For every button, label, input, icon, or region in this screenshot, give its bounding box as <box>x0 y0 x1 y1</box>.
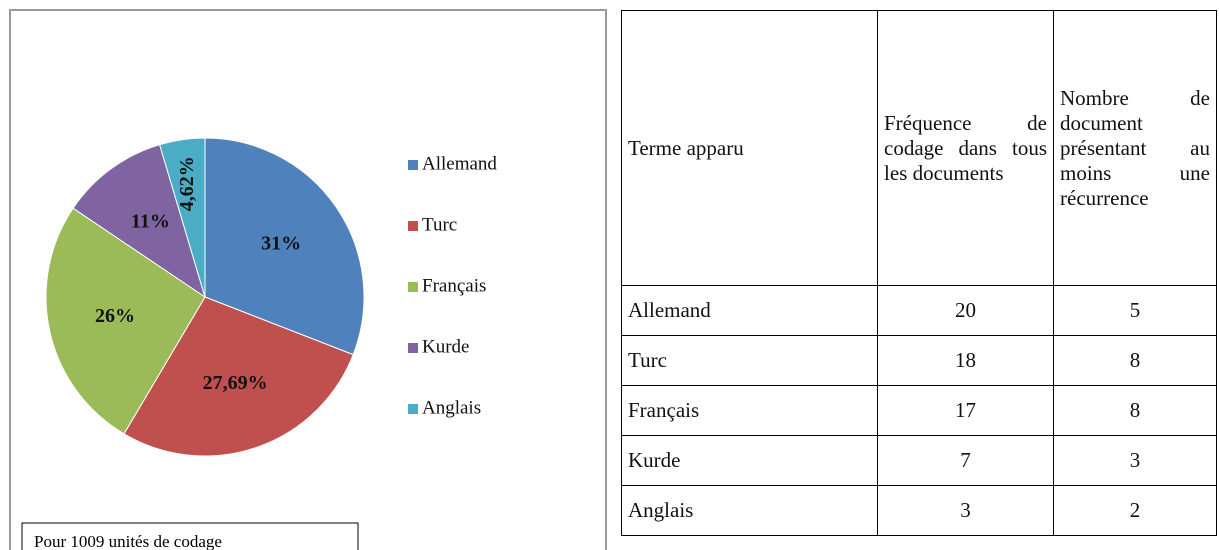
table-cell: 7 <box>877 435 1054 486</box>
legend-swatch <box>408 221 418 231</box>
pie-slice <box>204 137 365 356</box>
chart: Pour 1009 unités de codage 31% 27,69% 26% 1… <box>9 9 607 550</box>
legend-swatch <box>408 282 418 292</box>
data-label: 26% <box>95 305 135 327</box>
table-cell: 3 <box>877 485 1054 536</box>
legend-label: Français <box>422 275 486 296</box>
table-cell: 2 <box>1053 485 1217 536</box>
header-cell: Nombre de document présentant au moins u… <box>1053 10 1217 286</box>
table-row: Turc 18 8 <box>621 335 1217 386</box>
legend-label: Turc <box>422 214 457 235</box>
data-label: 4,62% <box>176 156 198 211</box>
pie-slice <box>159 137 206 298</box>
legend-label: Anglais <box>422 397 481 418</box>
table-cell: Kurde <box>621 435 878 486</box>
table-cell: 8 <box>1053 335 1217 386</box>
table-cell: 8 <box>1053 385 1217 436</box>
table-cell: 17 <box>877 385 1054 436</box>
table-cell: 3 <box>1053 435 1217 486</box>
header-row: Terme apparu Fréquence de codage dans to… <box>621 10 1217 286</box>
table-cell: Français <box>621 385 878 436</box>
note-box <box>21 522 359 550</box>
pie-slice <box>123 296 354 457</box>
pie-slice <box>45 207 206 435</box>
legend-swatch <box>408 160 418 170</box>
table-cell: Turc <box>621 335 878 386</box>
table: Terme apparu Fréquence de codage dans to… <box>621 10 1217 536</box>
legend-swatch <box>408 404 418 414</box>
legend-label: Allemand <box>422 153 497 174</box>
data-label: 31% <box>261 233 301 255</box>
legend-label: Kurde <box>422 336 469 357</box>
table-cell: Allemand <box>621 285 878 336</box>
legend-swatch <box>408 343 418 353</box>
table-row: Allemand 20 5 <box>621 285 1217 336</box>
pie-slice <box>72 143 206 299</box>
table-cell: Anglais <box>621 485 878 536</box>
data-label: 11% <box>131 210 170 232</box>
table-row: Kurde 7 3 <box>621 435 1217 486</box>
header-cell: Fréquence de codage dans tous les docume… <box>877 10 1054 286</box>
note: Pour 1009 unités de codage <box>34 532 222 550</box>
table-row: Français 17 8 <box>621 385 1217 436</box>
table-cell: 5 <box>1053 285 1217 336</box>
table-row: Anglais 3 2 <box>621 485 1217 536</box>
table-cell: 20 <box>877 285 1054 336</box>
table-cell: 18 <box>877 335 1054 386</box>
data-label: 27,69% <box>203 372 268 394</box>
header-cell: Terme apparu <box>621 10 878 286</box>
